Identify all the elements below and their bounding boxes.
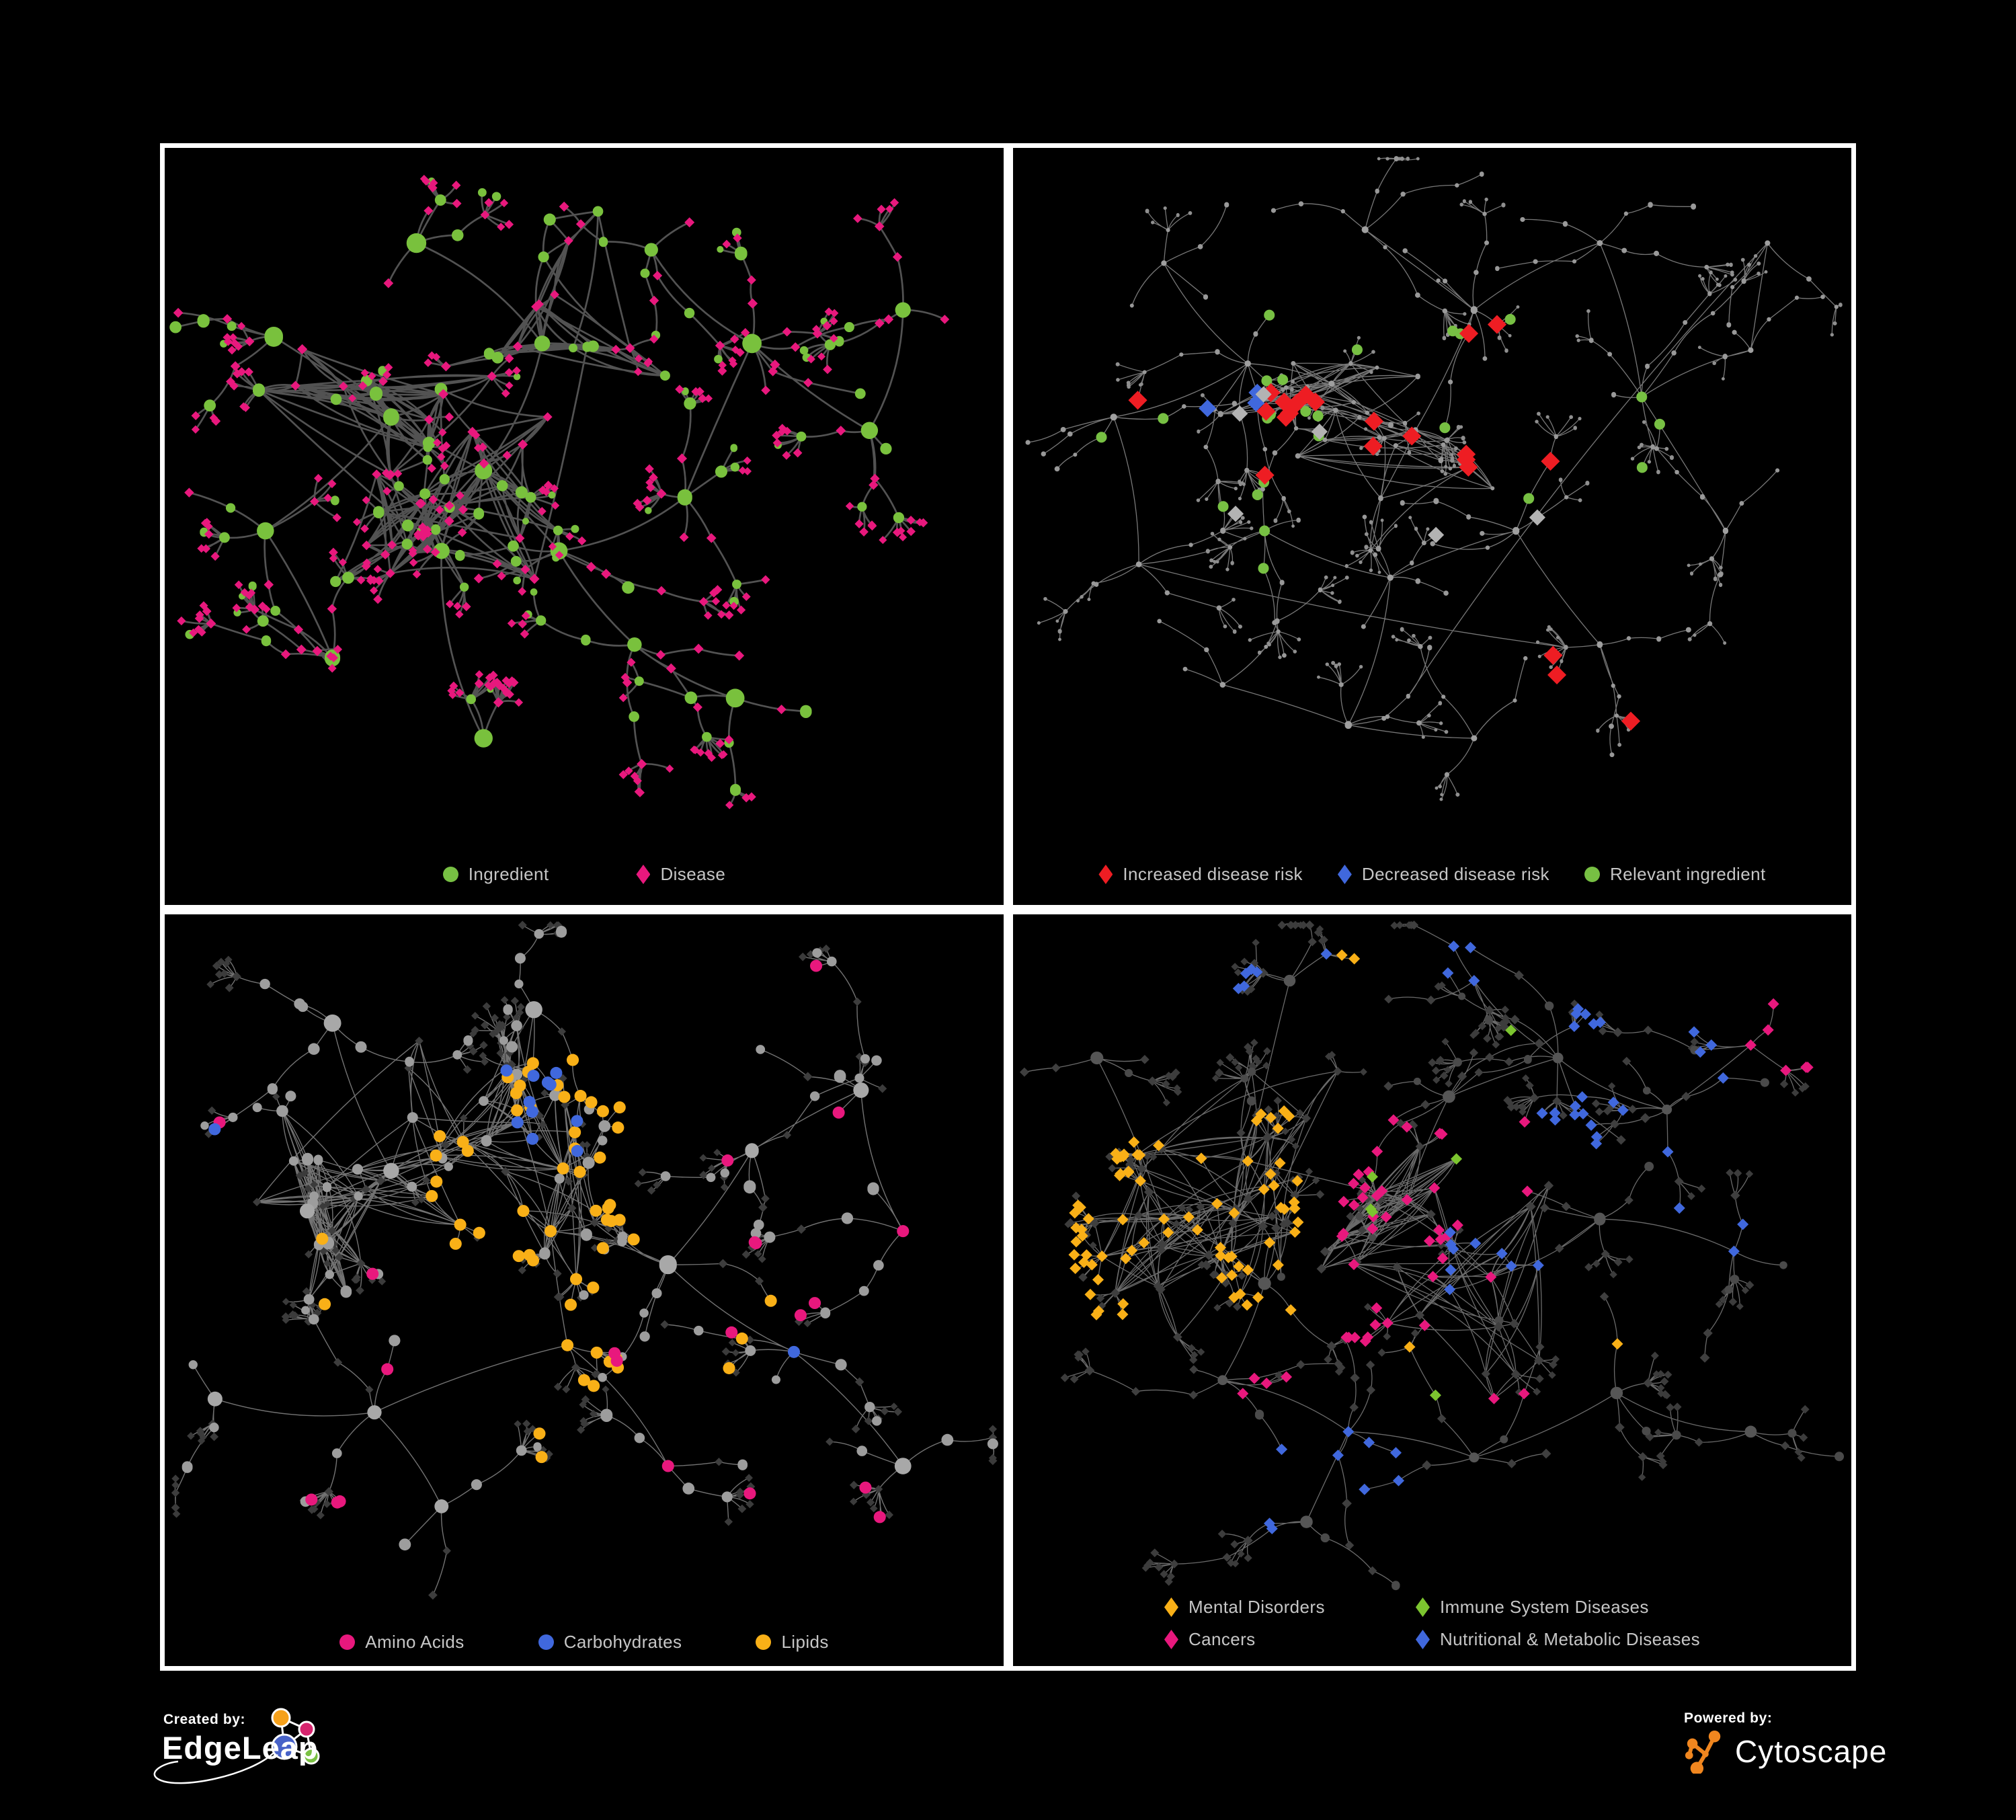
legend-label: Increased disease risk: [1123, 864, 1303, 884]
legend-label: Cancers: [1188, 1629, 1256, 1649]
diamond-marker: [1098, 865, 1113, 884]
cytoscape-wordmark: Cytoscape: [1735, 1734, 1888, 1769]
legend-label: Mental Disorders: [1188, 1597, 1325, 1617]
legend-label: Amino Acids: [365, 1632, 465, 1652]
legend-item-nutritional-metabolic-diseases: Nutritional & Metabolic Diseases: [1415, 1629, 1701, 1650]
network-edges: [1024, 922, 1840, 1586]
cytoscape-icon: [1685, 1731, 1721, 1774]
edgeleap-node-orange: [271, 1708, 291, 1728]
legend-label: Disease: [660, 864, 726, 884]
legend-item-decreased-disease-risk: Decreased disease risk: [1337, 864, 1549, 885]
disease-categories-network-graph: [1019, 920, 1845, 1591]
ingredient-disease-network-graph: [169, 175, 950, 809]
diamond-marker: [1415, 1630, 1430, 1649]
legend-item-ingredient: Ingredient: [442, 864, 549, 885]
diamond-marker: [1164, 1630, 1178, 1649]
network-nodes: [182, 925, 998, 1551]
panel-disease-risk: Increased disease risk Decreased disease …: [1008, 143, 1856, 910]
network-nodes: [1237, 998, 1814, 1404]
legend-label: Nutritional & Metabolic Diseases: [1439, 1629, 1701, 1649]
legend-disease-categories: Mental Disorders Immune System Diseases Ca…: [1021, 1597, 1843, 1650]
legend-item-lipids: Lipids: [756, 1632, 828, 1653]
legend-macronutrients: Amino Acids Carbohydrates Lipids: [173, 1632, 996, 1653]
circle-marker: [756, 1634, 772, 1650]
legend-label: Relevant ingredient: [1609, 864, 1766, 884]
legend-item-relevant-ingredient: Relevant ingredient: [1584, 864, 1766, 885]
legend-label: Lipids: [781, 1632, 829, 1652]
legend-item-amino-acids: Amino Acids: [339, 1632, 464, 1653]
diamond-marker: [1337, 865, 1352, 884]
macronutrients-network-graph: [171, 920, 998, 1600]
circle-marker: [339, 1634, 356, 1650]
network-nodes: [316, 1054, 777, 1464]
network-nodes: [1128, 315, 1641, 731]
edgeleap-wordmark: EdgeLeap: [162, 1730, 319, 1766]
network-edges: [1027, 157, 1841, 800]
cytoscape-icon-nodes: [1685, 1731, 1721, 1774]
panel-disease-categories: Mental Disorders Immune System Diseases Ca…: [1008, 910, 1856, 1671]
network-nodes: [1060, 920, 1810, 1586]
edgeleap-node-magenta: [298, 1720, 315, 1738]
circle-marker: [1584, 867, 1600, 882]
legend-ingredient-disease: Ingredient Disease: [173, 864, 996, 885]
legend-item-carbohydrates: Carbohydrates: [538, 1632, 682, 1653]
network-nodes: [1199, 383, 1266, 418]
panel-ingredient-disease: Ingredient Disease: [160, 143, 1008, 910]
circle-marker: [538, 1634, 554, 1650]
legend-item-mental-disorders: Mental Disorders: [1164, 1597, 1416, 1618]
cytoscape-credit: Powered by: Cytoscape: [1684, 1710, 1887, 1774]
network-nodes: [1068, 949, 1623, 1353]
network-edges: [174, 924, 995, 1595]
edgeleap-node-blue: [271, 1733, 298, 1760]
created-by-label: Created by:: [163, 1712, 246, 1727]
network-edges: [175, 178, 945, 806]
legend-item-cancers: Cancers: [1164, 1629, 1416, 1650]
circle-marker: [442, 867, 458, 882]
diamond-marker: [1415, 1597, 1430, 1617]
panel-macronutrients: Amino Acids Carbohydrates Lipids: [160, 910, 1008, 1671]
diamond-marker: [636, 865, 651, 884]
legend-item-disease: Disease: [636, 864, 725, 885]
panels-grid: Ingredient Disease Increased disease risk…: [160, 143, 1856, 1671]
legend-disease-risk: Increased disease risk Decreased disease …: [1021, 864, 1843, 885]
edgeleap-swoosh: [153, 1751, 275, 1784]
legend-label: Carbohydrates: [563, 1632, 682, 1652]
disease-risk-network-graph: [1025, 156, 1843, 801]
edgeleap-node-green: [303, 1747, 320, 1765]
edgeleap-logo: [153, 1708, 320, 1784]
network-nodes: [171, 920, 998, 1526]
legend-label: Decreased disease risk: [1361, 864, 1549, 884]
edgeleap-credit: Created by: EdgeLeap: [153, 1708, 508, 1815]
legend-item-immune-system-diseases: Immune System Diseases: [1415, 1597, 1700, 1618]
legend-item-increased-disease-risk: Increased disease risk: [1098, 864, 1302, 885]
diamond-marker: [1164, 1597, 1178, 1617]
powered-by-label: Powered by:: [1684, 1710, 1773, 1726]
network-nodes: [1037, 156, 1843, 801]
legend-label: Immune System Diseases: [1439, 1597, 1649, 1617]
legend-label: Ingredient: [468, 864, 549, 884]
